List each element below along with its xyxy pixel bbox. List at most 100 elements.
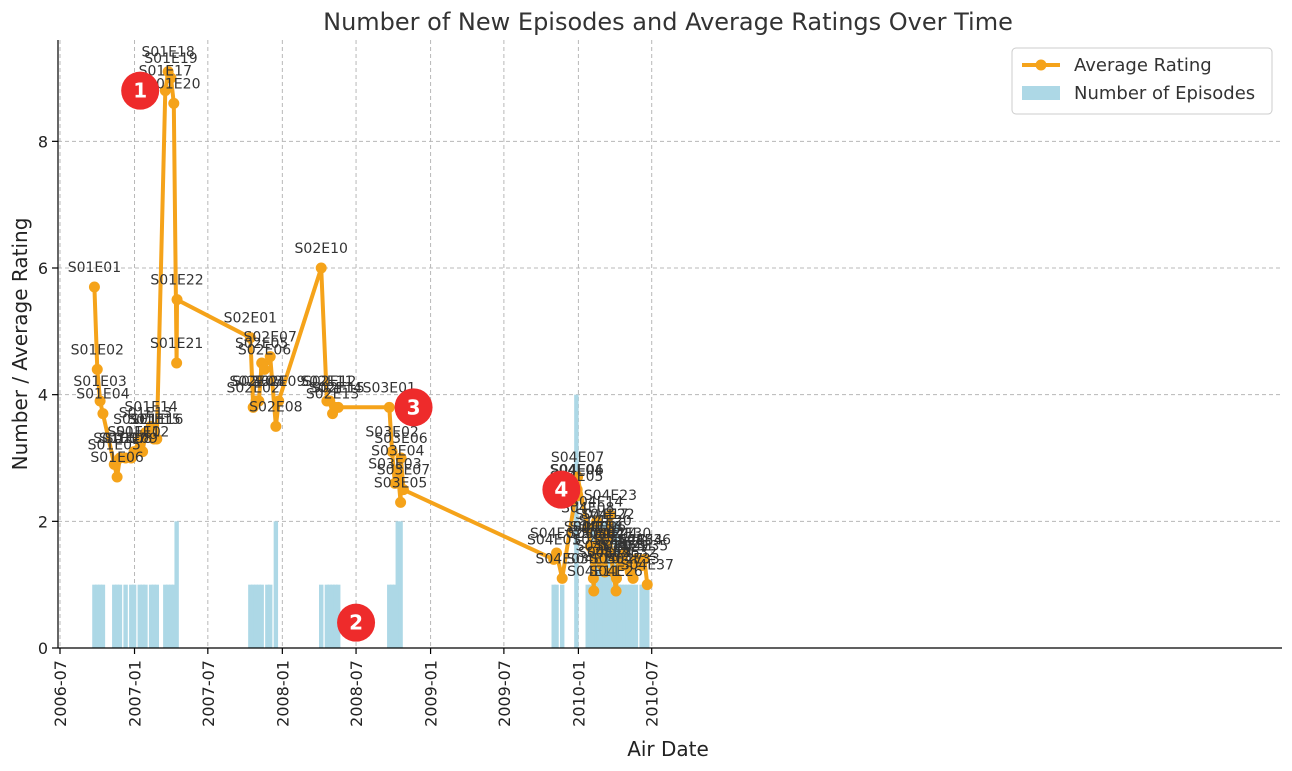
episode-bar-10 — [137, 584, 142, 648]
x-tick-label-2007-01: 2007-01 — [126, 660, 145, 727]
axes: 2006-07 2007-01 2007-07 2008-01 2008-07 2009-… — [38, 40, 1282, 727]
episode-label-s02e13: S02E13 — [306, 387, 359, 403]
rating-point-s03e06 — [395, 452, 407, 464]
episode-label-s01e07: S01E07 — [93, 431, 146, 447]
episode-bar-16 — [163, 584, 168, 648]
rating-point-s01e19 — [165, 72, 177, 84]
episode-label-s04e11: S04E11 — [567, 564, 620, 580]
episode-label-s04e24: S04E24 — [584, 526, 637, 542]
annotation-marker-4 — [542, 470, 581, 509]
episode-label-s03e02: S03E02 — [365, 425, 418, 441]
y-tick-label-8: 8 — [38, 132, 48, 151]
rating-point-s04e22 — [602, 528, 614, 540]
episode-label-s01e18: S01E18 — [141, 45, 194, 61]
legend: Average Rating Number of Episodes — [1011, 47, 1273, 115]
episode-label-s04e07: S04E07 — [551, 450, 604, 466]
episode-label-s01e10: S01E10 — [107, 425, 160, 441]
annotation-marker-2 — [337, 603, 376, 642]
rating-point-s04e27 — [610, 572, 622, 584]
rating-point-s01e21 — [171, 357, 183, 369]
rating-point-s04e19 — [599, 566, 611, 578]
episode-label-s04e09: S04E09 — [564, 520, 617, 536]
y-tick-label-0: 0 — [38, 639, 48, 658]
episode-bar-24 — [256, 584, 262, 648]
episode-label-s04e17: S04E17 — [575, 507, 628, 523]
episode-bar-55 — [616, 584, 622, 648]
episode-bar-58 — [625, 584, 630, 648]
episode-label-s01e14: S01E14 — [124, 399, 177, 415]
legend-bar-swatch — [1022, 86, 1060, 100]
episode-label-s04e33: S04E33 — [606, 551, 659, 567]
episode-bar-50 — [602, 521, 607, 648]
episode-label-s04e01: S04E01 — [527, 532, 580, 548]
episode-bar-38 — [395, 521, 400, 648]
episode-bar-41 — [554, 584, 559, 648]
rating-point-s04e10 — [587, 572, 599, 584]
episode-bar-53 — [611, 584, 616, 648]
rating-point-s04e26 — [610, 585, 622, 597]
episode-label-s02e10: S02E10 — [295, 241, 348, 257]
annotation-marker-label-4: 4 — [554, 478, 568, 502]
episode-bar-63 — [642, 584, 647, 648]
episode-label-s04e23: S04E23 — [584, 488, 637, 504]
rating-point-s03e05 — [395, 496, 407, 508]
episode-label-s04e14: S04E14 — [570, 494, 623, 510]
episode-label-s02e15: S02E15 — [312, 380, 365, 396]
x-tick-label-2010-07: 2010-07 — [643, 660, 662, 727]
episode-label-s04e28: S04E28 — [592, 532, 645, 548]
episode-label-s02e11: S02E11 — [300, 374, 353, 390]
rating-point-s02e04 — [253, 395, 265, 407]
episode-label-s02e03: S02E03 — [229, 374, 282, 390]
rating-point-s01e03 — [94, 395, 106, 407]
episode-bar-60 — [630, 584, 636, 648]
rating-point-s01e12 — [137, 446, 149, 458]
rating-point-s01e01 — [88, 281, 100, 293]
episode-bar-40 — [551, 584, 556, 648]
y-tick-label-6: 6 — [38, 259, 48, 278]
episode-label-s04e21: S04E21 — [581, 526, 634, 542]
annotation-marker-label-3: 3 — [407, 395, 421, 419]
rating-point-s03e01 — [383, 401, 395, 413]
rating-point-s02e10 — [315, 262, 327, 274]
episode-bar-22 — [250, 584, 256, 648]
episode-label-s02e05: S02E05 — [235, 336, 288, 352]
rating-point-s01e14 — [145, 420, 157, 432]
rating-point-s02e09 — [273, 395, 285, 407]
episode-bar-18 — [168, 584, 174, 648]
x-axis-title: Air Date — [627, 737, 709, 761]
y-tick-label-4: 4 — [38, 386, 48, 405]
chart-title: Number of New Episodes and Average Ratin… — [323, 8, 1013, 36]
episode-label-s01e16: S01E16 — [130, 412, 183, 428]
episode-bar-20 — [174, 521, 179, 648]
rating-point-s02e08 — [270, 420, 282, 432]
episode-label-s04e35: S04E35 — [615, 539, 668, 555]
rating-line-layer — [88, 66, 653, 597]
episode-label-s02e08: S02E08 — [249, 399, 302, 415]
episode-label-s04e36: S04E36 — [618, 532, 671, 548]
episode-bar-48 — [596, 521, 602, 648]
episode-bar-15 — [154, 584, 159, 648]
episode-label-s01e01: S01E01 — [68, 260, 121, 276]
rating-point-s03e02 — [386, 446, 398, 458]
episode-label-s04e22: S04E22 — [581, 507, 634, 523]
x-tick-label-2007-07: 2007-07 — [199, 660, 218, 727]
episode-bar-17 — [165, 584, 171, 648]
episode-label-s02e06: S02E06 — [238, 342, 291, 358]
episode-bar-25 — [259, 584, 264, 648]
episode-bar-35 — [387, 584, 392, 648]
episode-label-s04e34: S04E34 — [609, 532, 662, 548]
episode-bar-21 — [248, 584, 253, 648]
episode-bar-52 — [608, 521, 613, 648]
episode-bar-3 — [100, 584, 106, 648]
rating-point-s04e08 — [582, 522, 594, 534]
episode-bar-11 — [140, 584, 145, 648]
rating-point-s04e37 — [641, 579, 653, 591]
rating-point-s01e22 — [171, 294, 183, 306]
annotation-marker-label-2: 2 — [349, 611, 363, 635]
episode-label-s03e05: S03E05 — [374, 475, 427, 491]
rating-point-s01e04 — [97, 408, 109, 420]
rating-point-s01e20 — [168, 97, 180, 109]
episode-label-s02e12: S02E12 — [303, 374, 356, 390]
episode-bar-13 — [148, 584, 154, 648]
episode-bar-28 — [273, 521, 279, 648]
